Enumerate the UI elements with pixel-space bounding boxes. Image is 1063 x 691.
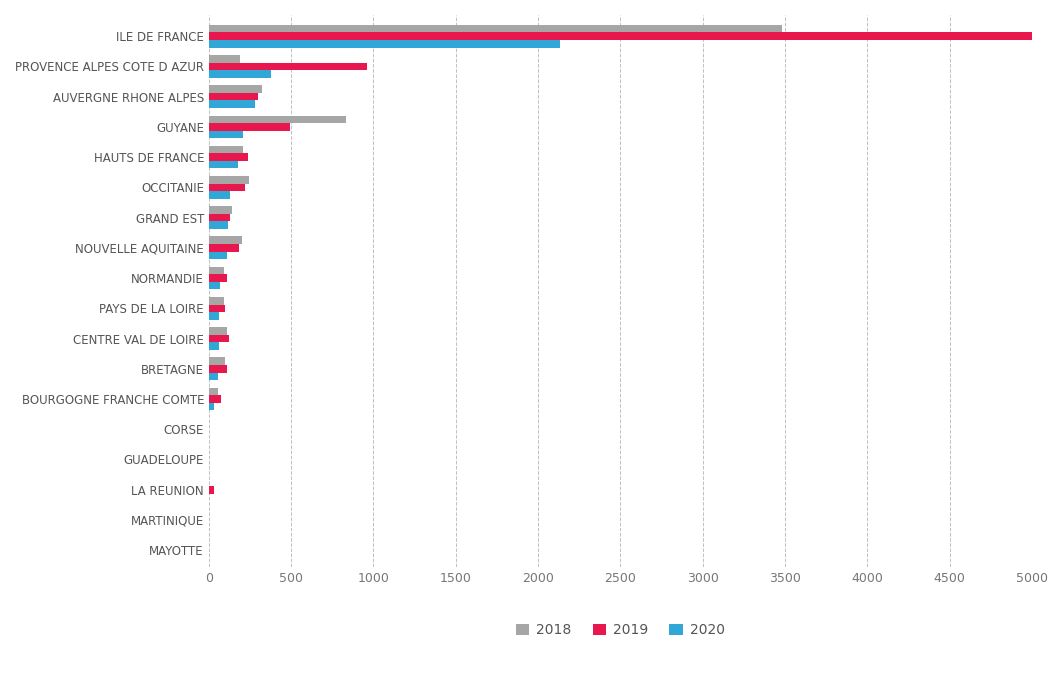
Bar (208, 236, 241, 244)
Bar (208, 153, 249, 161)
Bar (208, 328, 227, 334)
Bar (208, 214, 231, 221)
Bar (208, 244, 239, 252)
Bar (208, 85, 261, 93)
Bar (208, 25, 781, 32)
Bar (208, 63, 367, 70)
Bar (208, 93, 258, 100)
Bar (208, 161, 238, 169)
Bar (208, 342, 219, 350)
Legend: 2018, 2019, 2020: 2018, 2019, 2020 (510, 618, 731, 643)
Bar (208, 267, 223, 274)
Bar (208, 403, 214, 410)
Bar (208, 55, 240, 63)
Bar (208, 282, 220, 290)
Bar (208, 274, 227, 282)
Bar (208, 486, 214, 493)
Bar (208, 191, 231, 199)
Bar (208, 388, 218, 395)
Bar (208, 305, 225, 312)
Bar (208, 100, 255, 108)
Bar (208, 372, 218, 380)
Bar (208, 312, 219, 320)
Bar (208, 40, 559, 48)
Bar (208, 365, 227, 372)
Bar (208, 334, 229, 342)
Bar (208, 115, 345, 123)
Bar (208, 32, 1035, 40)
Bar (208, 131, 243, 138)
Bar (208, 184, 246, 191)
Bar (208, 176, 249, 184)
Bar (208, 146, 243, 153)
Bar (208, 297, 223, 305)
Bar (208, 70, 271, 78)
Bar (208, 206, 232, 214)
Bar (208, 252, 227, 259)
Bar (208, 123, 289, 131)
Bar (208, 221, 227, 229)
Bar (208, 357, 225, 365)
Bar (208, 395, 221, 403)
